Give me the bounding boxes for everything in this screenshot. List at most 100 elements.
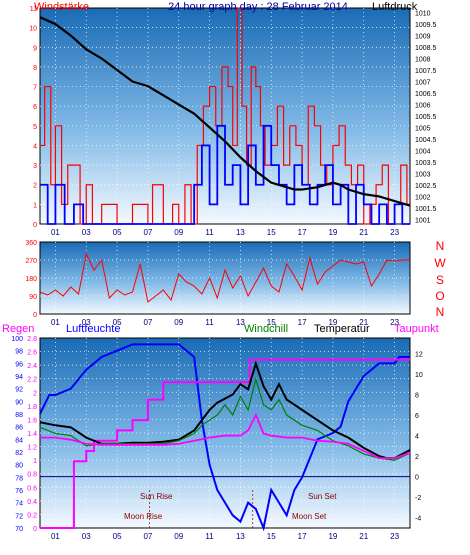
- moon-set-annotation: Moon Set: [292, 512, 327, 521]
- pressure-label: Luftdruck: [372, 1, 418, 13]
- x-tick-2-0: 01: [51, 318, 60, 327]
- rain-axis-tick-10: 2: [33, 390, 37, 397]
- temp-axis-tick-5: 6: [415, 413, 419, 420]
- wind-series: [40, 7, 410, 225]
- wind-axis-tick-7: 7: [33, 85, 37, 92]
- x-tick-3-6: 13: [236, 532, 245, 541]
- humidity-axis-tick-7: 84: [15, 437, 23, 444]
- x-tick-1-1: 03: [82, 228, 91, 237]
- humidity-axis-tick-14: 98: [15, 349, 23, 356]
- wind-axis-tick-9: 9: [33, 45, 37, 52]
- rain-axis-tick-0: 0: [33, 526, 37, 533]
- pressure-axis-tick-0: 1001: [415, 217, 431, 224]
- x-tick-2-3: 07: [143, 318, 152, 327]
- humidity-axis-tick-9: 88: [15, 412, 23, 419]
- x-tick-3-0: 01: [51, 532, 60, 541]
- rain-axis-tick-14: 2.8: [27, 336, 37, 343]
- x-tick-1-6: 13: [236, 228, 245, 237]
- rain-axis-tick-11: 2.2: [27, 377, 37, 384]
- wind-axis-tick-5: 5: [33, 124, 37, 131]
- rain-axis-tick-12: 2.4: [27, 363, 37, 370]
- rain-axis-tick-8: 1.6: [27, 417, 37, 424]
- humidity-axis-tick-11: 92: [15, 387, 23, 394]
- pressure-axis-tick-9: 1005.5: [415, 114, 437, 121]
- windchill-series: [39, 376, 411, 461]
- x-tick-3-5: 11: [205, 532, 214, 541]
- rain-axis-tick-2: 0.4: [27, 499, 37, 506]
- temp-axis-tick-7: 10: [415, 372, 423, 379]
- x-tick-1-0: 01: [51, 228, 60, 237]
- direction-series: [39, 252, 410, 303]
- humidity-axis-tick-4: 78: [15, 475, 23, 482]
- wind-strength-label: Windstärke: [34, 1, 89, 13]
- pressure-axis-tick-12: 1007: [415, 80, 431, 87]
- x-tick-3-11: 23: [390, 532, 399, 541]
- wind-axis-tick-10: 10: [29, 26, 37, 33]
- temp-axis-tick-1: -2: [415, 495, 421, 502]
- wind-axis-tick-3: 3: [33, 163, 37, 170]
- humidity-axis-tick-8: 86: [15, 425, 23, 432]
- pressure-axis-tick-18: 1010: [415, 11, 431, 18]
- temp-axis-tick-3: 2: [415, 454, 419, 461]
- humidity-axis-tick-6: 82: [15, 450, 23, 457]
- direction-axis-tick-4: 360: [25, 240, 37, 247]
- x-tick-1-3: 07: [143, 228, 152, 237]
- x-tick-3-1: 03: [82, 532, 91, 541]
- x-tick-2-4: 09: [174, 318, 183, 327]
- rain-axis-tick-1: 0.2: [27, 512, 37, 519]
- x-tick-3-2: 05: [113, 532, 122, 541]
- x-tick-2-1: 03: [82, 318, 91, 327]
- rain-axis-tick-4: 0.8: [27, 472, 37, 479]
- rain-axis-tick-13: 2.6: [27, 350, 37, 357]
- wind-axis-tick-8: 8: [33, 65, 37, 72]
- legend-regen: Regen: [2, 323, 34, 335]
- wind-axis-tick-6: 6: [33, 104, 37, 111]
- x-tick-1-10: 21: [359, 228, 368, 237]
- wind-axis-tick-4: 4: [33, 143, 37, 150]
- humidity-axis-tick-12: 94: [15, 374, 23, 381]
- x-tick-3-9: 19: [328, 532, 337, 541]
- pressure-axis-tick-5: 1003.5: [415, 160, 437, 167]
- sun-set-annotation: Sun Set: [308, 492, 337, 501]
- x-tick-2-7: 15: [267, 318, 276, 327]
- pressure-axis-tick-17: 1009.5: [415, 22, 437, 29]
- humidity-axis-tick-0: 70: [15, 526, 23, 533]
- compass-n-bottom: N: [436, 305, 445, 319]
- sun-rise-annotation: Sun Rise: [140, 492, 173, 501]
- rain-axis-tick-7: 1.4: [27, 431, 37, 438]
- x-tick-2-10: 21: [359, 318, 368, 327]
- rain-axis-tick-3: 0.6: [27, 485, 37, 492]
- direction-axis-tick-2: 180: [25, 276, 37, 283]
- temp-axis-tick-2: 0: [415, 475, 419, 482]
- pressure-axis-tick-6: 1004: [415, 148, 431, 155]
- temp-axis-tick-8: 12: [415, 351, 423, 358]
- humidity-axis-tick-2: 74: [15, 501, 23, 508]
- dewpoint-series: [40, 358, 410, 529]
- wind-axis-tick-0: 0: [33, 222, 37, 229]
- pressure-axis-tick-16: 1009: [415, 34, 431, 41]
- x-tick-1-11: 23: [390, 228, 399, 237]
- x-tick-3-8: 17: [298, 532, 307, 541]
- x-tick-1-5: 11: [205, 228, 214, 237]
- humidity-axis-tick-1: 72: [15, 513, 23, 520]
- pressure-axis-tick-10: 1006: [415, 103, 431, 110]
- x-tick-2-2: 05: [113, 318, 122, 327]
- gust-series: [40, 124, 410, 225]
- wind-axis-tick-1: 1: [33, 202, 37, 209]
- x-tick-2-11: 23: [390, 318, 399, 327]
- x-tick-2-8: 17: [298, 318, 307, 327]
- x-tick-3-10: 21: [359, 532, 368, 541]
- wind-axis-tick-11: 11: [30, 6, 37, 13]
- x-tick-3-3: 07: [143, 532, 152, 541]
- direction-axis-tick-1: 90: [29, 294, 37, 301]
- pressure-axis-tick-15: 1008.5: [415, 45, 437, 52]
- compass-w: W: [434, 256, 446, 270]
- pressure-series: [39, 16, 411, 207]
- legend-temperatur: Temperatur: [314, 323, 370, 335]
- temp-axis-tick-4: 4: [415, 434, 419, 441]
- x-tick-1-2: 05: [113, 228, 122, 237]
- x-tick-3-4: 09: [174, 532, 183, 541]
- legend-windchill: Windchill: [244, 323, 288, 335]
